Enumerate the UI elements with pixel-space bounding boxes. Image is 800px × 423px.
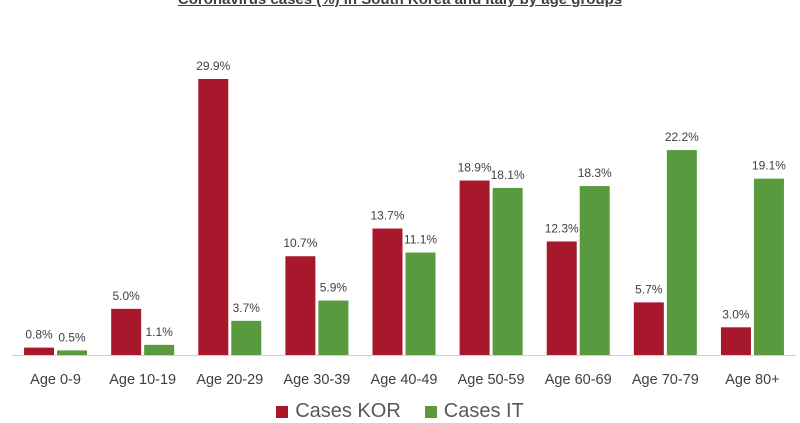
data-label-kor-3: 10.7% bbox=[283, 236, 317, 250]
x-tick-label-3: Age 30-39 bbox=[283, 372, 350, 388]
legend-swatch-it bbox=[424, 405, 437, 418]
x-tick-label-4: Age 40-49 bbox=[371, 372, 438, 388]
x-tick-label-8: Age 80+ bbox=[725, 372, 779, 388]
bar-kor-3 bbox=[285, 256, 316, 355]
bar-kor-1 bbox=[111, 308, 142, 355]
data-label-it-8: 19.1% bbox=[752, 159, 786, 173]
x-tick-label-6: Age 60-69 bbox=[545, 372, 612, 388]
chart-title: Coronavirus cases (%) in South Korea and… bbox=[0, 0, 800, 8]
data-label-kor-0: 0.8% bbox=[25, 328, 53, 342]
bar-it-8 bbox=[753, 178, 784, 355]
x-tick-label-5: Age 50-59 bbox=[458, 372, 525, 388]
legend-swatch-kor bbox=[276, 405, 289, 418]
bar-it-6 bbox=[579, 186, 610, 355]
x-tick-label-0: Age 0-9 bbox=[30, 372, 81, 388]
data-label-kor-7: 5.7% bbox=[635, 282, 663, 296]
data-label-kor-6: 12.3% bbox=[545, 221, 579, 235]
data-label-kor-4: 13.7% bbox=[370, 209, 404, 223]
x-tick-label-7: Age 70-79 bbox=[632, 372, 699, 388]
legend-item-kor: Cases KOR bbox=[276, 400, 401, 423]
data-label-it-6: 18.3% bbox=[578, 166, 612, 180]
data-label-kor-2: 29.9% bbox=[196, 59, 230, 73]
legend-item-it: Cases IT bbox=[424, 400, 524, 423]
bar-kor-2 bbox=[198, 79, 229, 355]
bar-kor-0 bbox=[24, 347, 55, 355]
bar-it-2 bbox=[231, 320, 262, 355]
data-label-it-7: 22.2% bbox=[665, 130, 699, 144]
data-label-it-3: 5.9% bbox=[320, 281, 348, 295]
bar-kor-7 bbox=[633, 302, 664, 355]
data-label-it-2: 3.7% bbox=[233, 301, 261, 315]
x-tick-label-1: Age 10-19 bbox=[109, 372, 176, 388]
bar-it-4 bbox=[405, 252, 436, 355]
bar-it-0 bbox=[57, 350, 88, 355]
data-label-it-1: 1.1% bbox=[145, 325, 173, 339]
data-label-it-5: 18.1% bbox=[491, 168, 525, 182]
legend-label-kor: Cases KOR bbox=[295, 400, 401, 422]
bar-it-5 bbox=[492, 187, 523, 355]
data-label-kor-8: 3.0% bbox=[722, 307, 750, 321]
data-label-kor-1: 5.0% bbox=[112, 289, 140, 303]
legend: Cases KOR Cases IT bbox=[0, 400, 800, 423]
bar-it-1 bbox=[144, 344, 175, 355]
bar-it-7 bbox=[666, 150, 697, 355]
bar-kor-6 bbox=[546, 241, 577, 355]
bar-kor-4 bbox=[372, 228, 403, 355]
data-label-it-4: 11.1% bbox=[404, 233, 437, 247]
data-label-kor-5: 18.9% bbox=[458, 161, 492, 175]
legend-label-it: Cases IT bbox=[443, 400, 524, 422]
data-label-it-0: 0.5% bbox=[58, 330, 86, 344]
x-tick-label-2: Age 20-29 bbox=[196, 372, 263, 388]
bar-kor-8 bbox=[720, 327, 751, 355]
bar-it-3 bbox=[318, 300, 349, 355]
bar-kor-5 bbox=[459, 180, 490, 355]
